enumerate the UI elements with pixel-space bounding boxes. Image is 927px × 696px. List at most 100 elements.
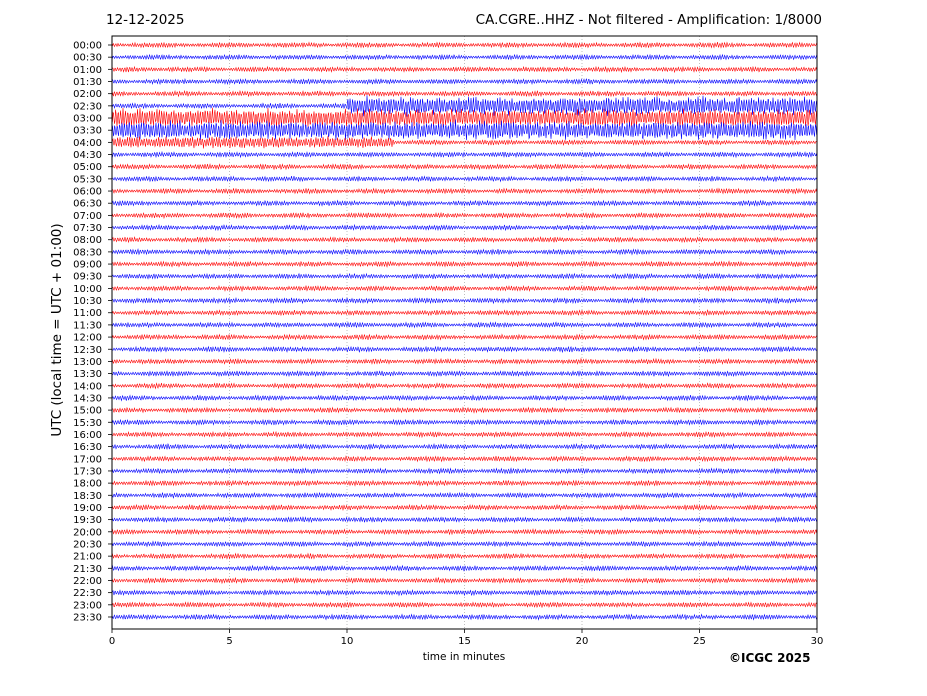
row-label: 15:00: [73, 406, 102, 417]
row-label: 06:30: [73, 199, 102, 210]
trace-1730: [111, 467, 818, 475]
trace-2100: [111, 552, 818, 560]
trace-1400: [111, 382, 818, 390]
row-label: 13:00: [73, 357, 102, 368]
trace-0530: [111, 175, 818, 183]
trace-0930: [111, 272, 818, 280]
trace-2330: [111, 613, 818, 621]
row-label: 01:00: [73, 65, 102, 76]
row-label: 16:30: [73, 442, 102, 453]
trace-0100: [111, 65, 818, 74]
row-label: 00:00: [73, 41, 102, 52]
row-label: 02:30: [73, 101, 102, 112]
row-label: 15:30: [73, 418, 102, 429]
trace-0800: [111, 235, 818, 244]
row-label: 22:00: [73, 576, 102, 587]
trace-1100: [111, 309, 818, 317]
row-label: 04:00: [73, 138, 102, 149]
trace-0430: [111, 150, 818, 159]
trace-0230: [111, 95, 818, 117]
row-label: 01:30: [73, 77, 102, 88]
row-label: 03:30: [73, 126, 102, 137]
x-tick-label: 15: [458, 636, 471, 647]
trace-1000: [111, 284, 818, 293]
row-label: 12:30: [73, 345, 102, 356]
trace-0730: [111, 223, 818, 232]
row-label: 21:00: [73, 552, 102, 563]
trace-2230: [111, 589, 818, 597]
trace-1830: [111, 491, 818, 499]
trace-0030: [111, 53, 818, 61]
row-label: 23:00: [73, 600, 102, 611]
row-label: 11:00: [73, 308, 102, 319]
row-label: 09:30: [73, 272, 102, 283]
trace-1500: [111, 406, 818, 414]
trace-0630: [111, 199, 818, 207]
trace-1800: [111, 479, 818, 487]
row-label: 22:30: [73, 588, 102, 599]
copyright-label: ©ICGC 2025: [729, 651, 811, 665]
row-label: 08:30: [73, 247, 102, 258]
trace-0200: [111, 89, 818, 98]
row-label: 08:00: [73, 235, 102, 246]
x-tick-label: 5: [226, 636, 232, 647]
trace-1330: [111, 370, 818, 378]
trace-0330: [111, 119, 818, 141]
row-label: 19:00: [73, 503, 102, 514]
row-label: 20:30: [73, 539, 102, 550]
row-label: 19:30: [73, 515, 102, 526]
trace-0600: [111, 187, 818, 195]
station-title: CA.CGRE..HHZ - Not filtered - Amplificat…: [475, 12, 822, 28]
trace-1200: [111, 333, 818, 341]
row-label: 16:00: [73, 430, 102, 441]
row-label: 04:30: [73, 150, 102, 161]
trace-1300: [111, 357, 818, 365]
trace-2130: [111, 564, 818, 572]
trace-1130: [111, 321, 818, 329]
row-label: 18:00: [73, 479, 102, 490]
row-label: 07:00: [73, 211, 102, 222]
row-label: 10:00: [73, 284, 102, 295]
trace-1230: [111, 345, 818, 354]
trace-1030: [111, 297, 818, 305]
row-label: 09:00: [73, 260, 102, 271]
row-label: 12:00: [73, 333, 102, 344]
trace-1900: [111, 503, 818, 511]
row-label: 21:30: [73, 564, 102, 575]
date-label: 12-12-2025: [106, 12, 185, 28]
trace-2030: [111, 540, 818, 548]
row-label: 11:30: [73, 320, 102, 331]
x-tick-label: 0: [109, 636, 115, 647]
trace-0500: [111, 163, 818, 171]
row-label: 06:00: [73, 187, 102, 198]
trace-0000: [111, 41, 818, 49]
trace-0700: [112, 211, 818, 220]
row-label: 14:30: [73, 393, 102, 404]
row-label: 17:30: [73, 466, 102, 477]
trace-1700: [111, 455, 818, 463]
trace-1530: [111, 418, 818, 426]
row-label: 05:30: [73, 174, 102, 185]
trace-1600: [111, 430, 818, 439]
x-tick-label: 30: [811, 636, 824, 647]
trace-0400: [111, 136, 818, 149]
trace-1930: [111, 516, 818, 524]
row-label: 02:00: [73, 89, 102, 100]
row-label: 00:30: [73, 53, 102, 64]
trace-2300: [111, 601, 818, 609]
x-tick-label: 20: [576, 636, 589, 647]
trace-2000: [111, 528, 818, 536]
trace-0830: [111, 248, 818, 256]
row-label: 17:00: [73, 454, 102, 465]
row-label: 20:00: [73, 527, 102, 538]
row-label: 18:30: [73, 491, 102, 502]
row-label: 13:30: [73, 369, 102, 380]
row-label: 07:30: [73, 223, 102, 234]
trace-1430: [111, 394, 818, 402]
row-label: 05:00: [73, 162, 102, 173]
row-label: 10:30: [73, 296, 102, 307]
x-tick-label: 25: [693, 636, 706, 647]
row-label: 14:00: [73, 381, 102, 392]
trace-2200: [111, 576, 818, 585]
